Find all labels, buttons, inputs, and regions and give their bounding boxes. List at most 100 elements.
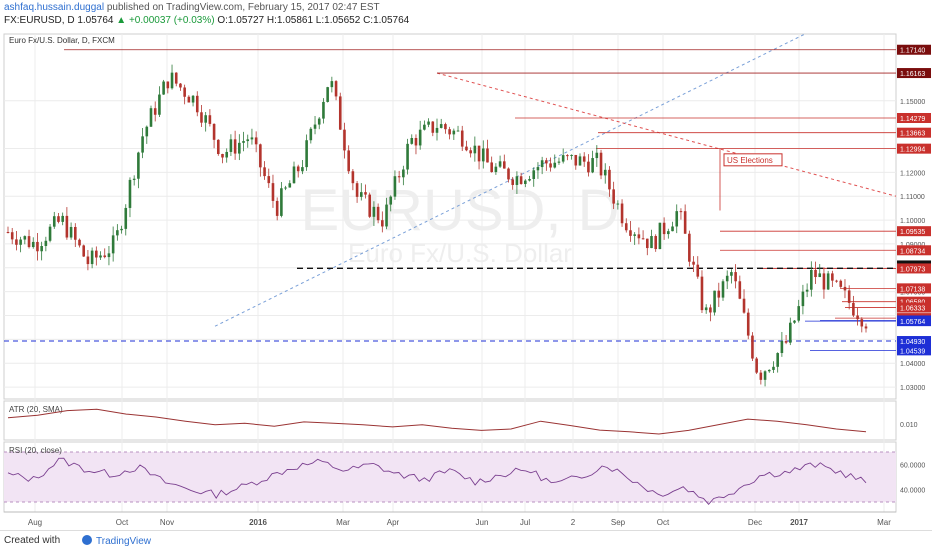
candle-body [704,307,708,311]
candle-body [338,96,342,130]
x-tick-label: Mar [877,518,891,527]
candle-body [456,130,460,132]
candle-body [187,96,191,103]
candle-body [776,353,779,367]
candle-body [6,232,10,234]
candle-body [292,166,296,184]
rsi-line [7,457,867,505]
candle-body [578,156,582,166]
candle-body [603,169,607,176]
candle-body [368,194,372,217]
candle-body [128,179,132,208]
candle-body [536,167,540,171]
candle-body [620,203,624,224]
candle-body [393,176,397,197]
y-tick-label: 1.12000 [900,170,925,177]
candle-body [359,192,363,197]
main-pane [3,33,897,400]
y-tick-label: 1.03000 [900,385,925,392]
candle-body [406,143,409,170]
price-level-tag [897,68,931,79]
atr-pane [3,400,897,441]
candle-body [860,319,864,327]
candle-body [852,302,855,316]
price-level-label: 1.07973 [900,266,925,273]
price-level-tag [897,336,931,347]
candle-body [683,211,687,234]
candle-body [242,141,245,143]
price-level-label: 1.17140 [900,48,925,55]
candle-body [174,72,178,84]
candle-body [334,81,338,97]
candle-body [212,123,216,140]
publish-line: ashfaq.hussain.duggal published on Tradi… [4,2,380,13]
candle-body [532,170,536,179]
candle-body [166,81,170,89]
candle-body [595,152,599,159]
candle-body [624,223,628,231]
candle-body [742,298,746,313]
candle-body [40,245,43,252]
candle-body [435,127,439,133]
candle-body [246,139,250,142]
candle-body [82,245,86,257]
ascending-trend-line [214,33,806,327]
candle-body [427,121,430,125]
candle-body [612,189,615,204]
candle-body [662,222,666,235]
price-level-tag [897,143,931,154]
rsi-title: RSI (20, close) [9,446,62,455]
chart-area[interactable]: 1.150001.130001.120001.110001.100001.090… [0,30,932,530]
price-level-tag [897,112,931,123]
candle-body [381,220,384,227]
candle-body [772,366,775,370]
price-level-label: 1.12994 [900,147,925,154]
price-level-label: 1.08734 [900,248,925,255]
candle-body [439,124,443,128]
x-tick-label: Sep [611,518,626,527]
candle-body [730,272,733,276]
candle-body [418,129,422,146]
candle-body [355,183,359,197]
candle-body [448,129,451,135]
candle-body [519,176,523,184]
x-tick-label: 2 [571,518,576,527]
x-tick-label: Nov [160,518,174,527]
candle-body [734,272,737,282]
price-level-label: 1.13663 [900,131,925,138]
author-link[interactable]: ashfaq.hussain.duggal [4,2,105,13]
atr-line [7,408,867,435]
candle-body [835,280,838,282]
candle-body [69,226,73,238]
candle-body [599,152,603,176]
tradingview-brand[interactable]: TradingView [82,535,151,547]
candle-body [473,145,477,154]
candle-body [204,115,207,123]
candle-body [810,269,813,290]
candle-body [498,161,502,167]
candle-body [267,176,271,184]
candle-body [658,222,662,250]
price-level-tag [897,226,931,237]
candle-body [19,239,22,245]
candle-body [305,140,308,168]
candle-body [301,167,304,172]
candle-body [721,281,725,298]
candle-body [229,139,233,152]
candle-body [460,130,464,147]
candle-body [486,148,489,163]
candle-body [431,121,435,133]
candle-body [549,163,552,168]
candle-body [95,250,98,258]
candle-body [221,154,224,158]
candle-body [847,290,851,303]
candle-body [313,124,317,129]
x-tick-label: Oct [116,518,129,527]
candle-body [801,291,805,307]
candle-body [402,169,405,178]
candle-body [195,95,199,113]
price-level-tag [897,263,931,274]
candle-body [444,124,447,130]
candle-body [10,232,14,240]
candle-body [61,215,64,222]
